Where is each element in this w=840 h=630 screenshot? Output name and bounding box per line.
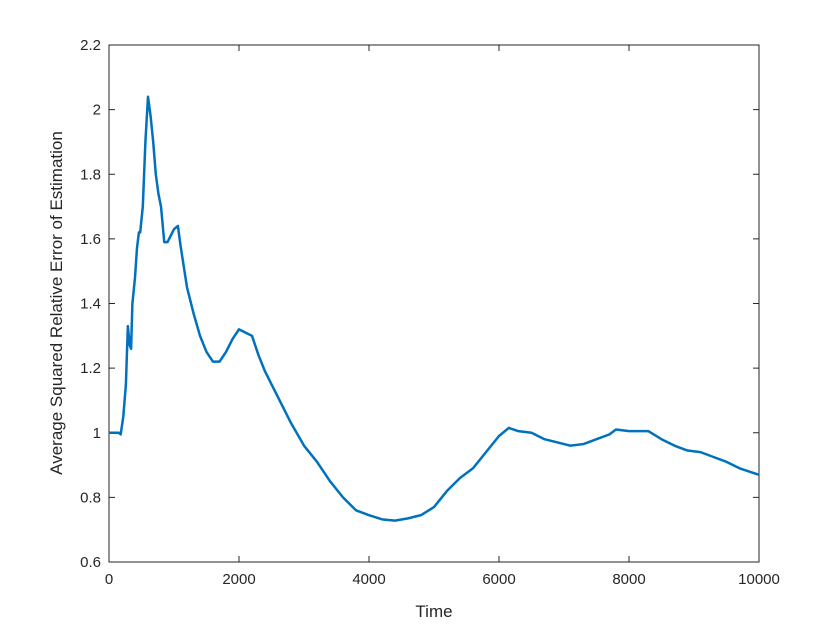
y-axis-label: Average Squared Relative Error of Estima… (47, 131, 66, 475)
y-tick-label: 1.4 (80, 296, 101, 313)
plot-area (108, 44, 760, 563)
x-tick-label: 4000 (352, 571, 385, 588)
y-tick-label: 0.8 (80, 489, 101, 506)
y-tick-label: 0.6 (80, 554, 101, 571)
x-tick-label: 2000 (222, 571, 255, 588)
x-tick-label: 0 (105, 571, 113, 588)
x-axis-label: Time (415, 602, 452, 621)
y-tick-label: 2 (93, 102, 101, 119)
y-tick-label: 1 (93, 425, 101, 442)
line-series (109, 95, 760, 522)
y-tick-label: 2.2 (80, 37, 101, 54)
y-tick-label: 1.2 (80, 360, 101, 377)
x-tick-label: 6000 (482, 571, 515, 588)
x-tick-label: 10000 (738, 571, 780, 588)
y-tick-label: 1.8 (80, 166, 101, 183)
x-tick-label: 8000 (612, 571, 645, 588)
y-tick-label: 1.6 (80, 231, 101, 248)
